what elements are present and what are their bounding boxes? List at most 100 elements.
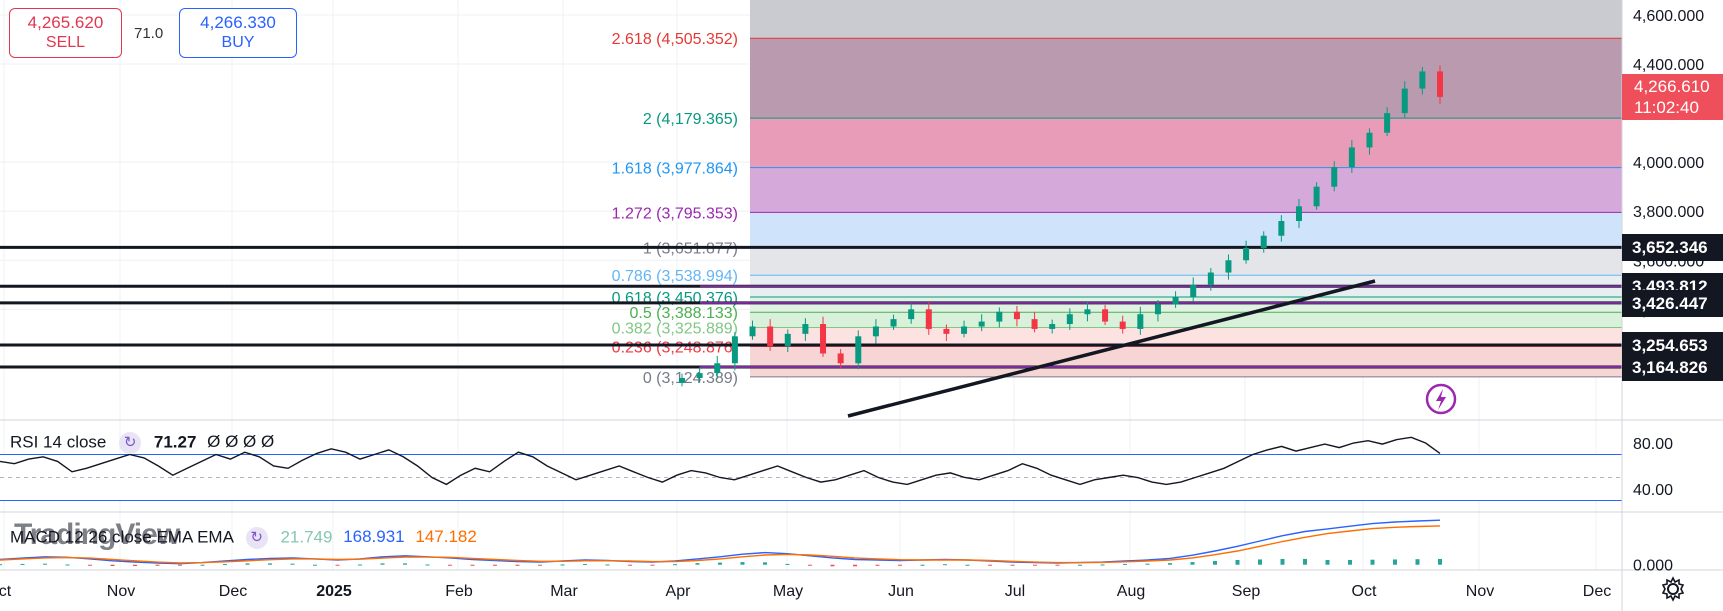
rsi-axis-label: 40.00: [1633, 482, 1673, 499]
macd-histogram-bar: [88, 564, 92, 566]
time-axis-label: Nov: [107, 583, 135, 600]
spread-value: 71.0: [134, 25, 164, 42]
fib-level-label: 0 (3,124.389): [643, 370, 738, 387]
macd-histogram-bar: [1033, 564, 1037, 566]
horizontal-levels[interactable]: [0, 245, 1622, 415]
price-level-badge: 3,652.346: [1622, 234, 1723, 262]
refresh-icon[interactable]: ↻: [245, 527, 268, 549]
macd-histogram-bar: [470, 564, 475, 566]
macd-histogram-bar: [110, 564, 115, 567]
fib-level-label: 2.618 (4,505.352): [612, 31, 738, 48]
macd-histogram-bar: [313, 564, 317, 566]
candle-body: [1295, 206, 1302, 222]
candle-body: [1313, 186, 1320, 207]
fib-zone: [750, 312, 1622, 328]
candle-body: [872, 326, 879, 337]
candle-body: [961, 326, 968, 334]
macd-histogram-bar: [920, 564, 925, 566]
settings-gear-icon[interactable]: [1660, 576, 1686, 602]
macd-histogram-bar: [628, 564, 632, 566]
macd-histogram-bar: [1370, 559, 1375, 565]
macd-histogram-bar: [1100, 564, 1105, 566]
macd-histogram-bar: [0, 564, 2, 566]
macd-histogram-bar: [155, 564, 160, 566]
macd-histogram-bar: [785, 563, 790, 565]
candle-body: [1084, 309, 1091, 315]
candle-body: [837, 353, 844, 364]
fib-zone: [750, 0, 1622, 39]
candle-body: [820, 324, 827, 354]
candle-body: [1437, 71, 1443, 97]
macd-histogram-bar: [20, 563, 25, 565]
rsi-legend[interactable]: RSI 14 close ↻ 71.27 Ø Ø Ø Ø: [10, 432, 274, 454]
time-axis-label: Mar: [550, 583, 578, 600]
sell-button[interactable]: 4,265.620 SELL: [9, 8, 122, 58]
fib-level-label: 0.236 (3,248.876): [612, 339, 738, 356]
candle-body: [908, 309, 915, 320]
candle-body: [1119, 321, 1126, 329]
macd-histogram-bar: [1123, 563, 1127, 565]
macd-histogram-bar: [1393, 559, 1397, 565]
price-level-badge: 3,164.826: [1622, 354, 1723, 381]
macd-histogram-bar: [290, 563, 295, 565]
macd-histogram-bar: [1415, 559, 1420, 565]
macd-histogram-bar: [43, 563, 47, 565]
time-axis-label: Jun: [888, 583, 914, 600]
price-axis-label: 4,000.000: [1633, 155, 1704, 172]
fib-zone: [750, 167, 1622, 213]
candle-body: [1013, 311, 1020, 320]
rsi-axis-label: 80.00: [1633, 436, 1673, 453]
macd-histogram-bar: [830, 564, 835, 567]
time-axis-label: Feb: [445, 583, 473, 600]
candle-body: [1190, 284, 1197, 298]
macd-histogram-bar: [335, 564, 340, 566]
fibonacci-extension[interactable]: [750, 0, 1622, 378]
candle-body: [978, 321, 985, 327]
macd-histogram-bar: [268, 563, 272, 565]
price-axis-label: 4,400.000: [1633, 57, 1704, 74]
macd-legend[interactable]: MACD 12 26 close EMA EMA ↻ 21.749 168.93…: [10, 527, 477, 549]
macd-histogram-bar: [740, 562, 745, 565]
candle-body: [1207, 272, 1214, 285]
macd-histogram-bar: [1348, 559, 1352, 565]
macd-histogram-bar: [988, 564, 992, 566]
candle-body: [1154, 304, 1161, 315]
candle-body: [1331, 167, 1338, 187]
candle-body: [1243, 248, 1250, 261]
macd-histogram-bar: [853, 564, 857, 567]
buy-button[interactable]: 4,266.330 BUY: [179, 8, 297, 58]
trend-line[interactable]: [847, 279, 1376, 418]
macd-histogram-bar: [425, 564, 430, 566]
sell-label: SELL: [45, 34, 86, 51]
macd-signal-line: [0, 525, 1441, 564]
candle-body: [1066, 314, 1073, 325]
candle-body: [731, 336, 738, 364]
fibonacci-labels: 2.618 (4,505.352) 2 (4,179.365) 1.618 (3,9…: [612, 31, 738, 387]
macd-pane: [0, 519, 1442, 567]
last-price-value: 4,266.610: [1634, 76, 1710, 96]
time-axis-label: Aug: [1117, 583, 1145, 600]
candle-body: [855, 336, 862, 364]
price-axis-label: 3,800.000: [1633, 204, 1704, 221]
macd-histogram-bar: [1303, 558, 1307, 565]
fib-level-label: 1.618 (3,977.864): [612, 161, 738, 178]
candle-body: [1401, 88, 1408, 114]
refresh-icon[interactable]: ↻: [119, 432, 142, 454]
macd-histogram-bar: [965, 564, 970, 566]
fib-level-label: 2 (4,179.365): [643, 111, 738, 128]
macd-histogram-bar: [763, 562, 767, 565]
macd-histogram-bar: [133, 564, 137, 567]
time-axis-label: Nov: [1466, 583, 1494, 600]
macd-histogram-bar: [583, 563, 587, 565]
macd-histogram-bar: [673, 564, 677, 566]
macd-histogram-bar: [448, 564, 452, 566]
macd-histogram-bar: [718, 562, 722, 565]
candle-body: [1102, 309, 1109, 322]
trend-line-segment: [847, 279, 1376, 418]
candle-body: [925, 309, 932, 329]
rsi-extras: Ø Ø Ø Ø: [207, 432, 275, 452]
macd-histogram-bar: [1235, 559, 1240, 565]
fib-zone: [750, 296, 1622, 313]
candle-body: [802, 324, 809, 334]
